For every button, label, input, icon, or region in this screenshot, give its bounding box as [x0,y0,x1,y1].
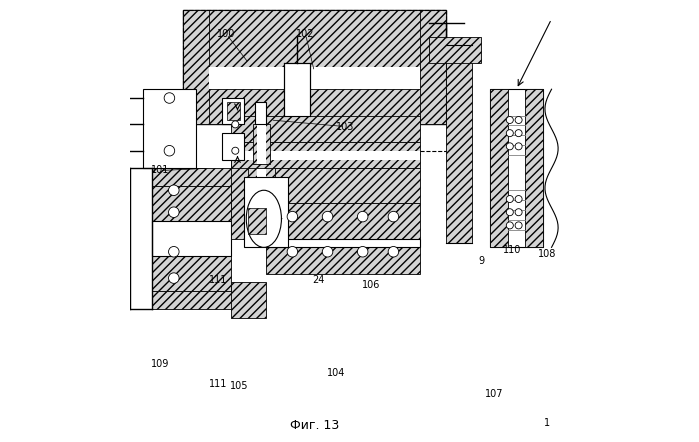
Circle shape [168,185,179,195]
Text: 103: 103 [336,122,354,132]
Bar [266,239,420,248]
Text: 7: 7 [276,218,282,228]
Bar [446,46,473,243]
Bar [152,168,240,186]
Circle shape [164,145,175,156]
Bar [182,89,446,124]
Bar [253,124,271,164]
Bar [490,89,507,248]
Text: 102: 102 [296,29,315,39]
Circle shape [515,222,522,229]
Circle shape [168,207,179,217]
Text: 9: 9 [478,255,484,266]
Circle shape [388,211,398,222]
Circle shape [322,211,333,222]
Bar [266,203,420,239]
Circle shape [232,147,239,154]
Bar [182,10,446,124]
Bar [226,103,240,120]
Text: 107: 107 [485,389,504,400]
Bar [428,37,482,63]
Text: Фиг. 13: Фиг. 13 [290,419,339,432]
Bar [209,67,420,89]
Ellipse shape [246,190,282,248]
Text: 111: 111 [208,275,227,285]
Text: 24: 24 [312,275,325,285]
Bar [222,133,244,160]
Bar [231,142,420,168]
Circle shape [506,143,513,150]
Circle shape [515,143,522,150]
Bar [284,63,310,116]
Circle shape [322,247,333,257]
Text: 101: 101 [152,165,170,175]
Circle shape [168,247,179,257]
Circle shape [357,211,368,222]
Bar [255,103,266,124]
Bar [490,89,542,248]
Circle shape [164,93,175,103]
Bar [231,282,266,318]
Circle shape [287,247,298,257]
Circle shape [168,273,179,283]
Text: 106: 106 [362,280,381,290]
Circle shape [388,247,398,257]
Bar [420,10,446,124]
Bar [248,208,266,234]
Bar [182,10,209,124]
Circle shape [515,195,522,202]
Text: 105: 105 [231,381,249,391]
Bar [143,89,196,168]
Bar [231,116,420,142]
Text: 110: 110 [503,244,521,255]
Bar [231,151,420,160]
Circle shape [287,211,298,222]
Bar [182,10,446,67]
Bar [257,124,266,177]
Text: 100: 100 [217,29,236,39]
Bar [231,151,266,239]
Bar [244,177,288,248]
Circle shape [506,222,513,229]
Bar [266,248,420,274]
Text: 1: 1 [544,418,550,428]
Circle shape [506,130,513,137]
Circle shape [232,121,239,128]
Text: 104: 104 [327,368,345,377]
Circle shape [506,209,513,216]
Bar [525,89,542,248]
Circle shape [357,247,368,257]
Circle shape [515,209,522,216]
Text: 108: 108 [538,249,556,259]
Text: 111: 111 [208,378,227,389]
Bar [152,186,231,221]
Bar [152,291,240,309]
Bar [257,124,266,164]
Bar [222,98,244,124]
Bar [152,221,231,256]
Circle shape [515,116,522,123]
Bar [152,256,231,291]
Circle shape [506,195,513,202]
Circle shape [506,116,513,123]
Text: 109: 109 [152,359,170,369]
Bar [248,124,275,177]
Bar [266,168,420,203]
Circle shape [515,130,522,137]
